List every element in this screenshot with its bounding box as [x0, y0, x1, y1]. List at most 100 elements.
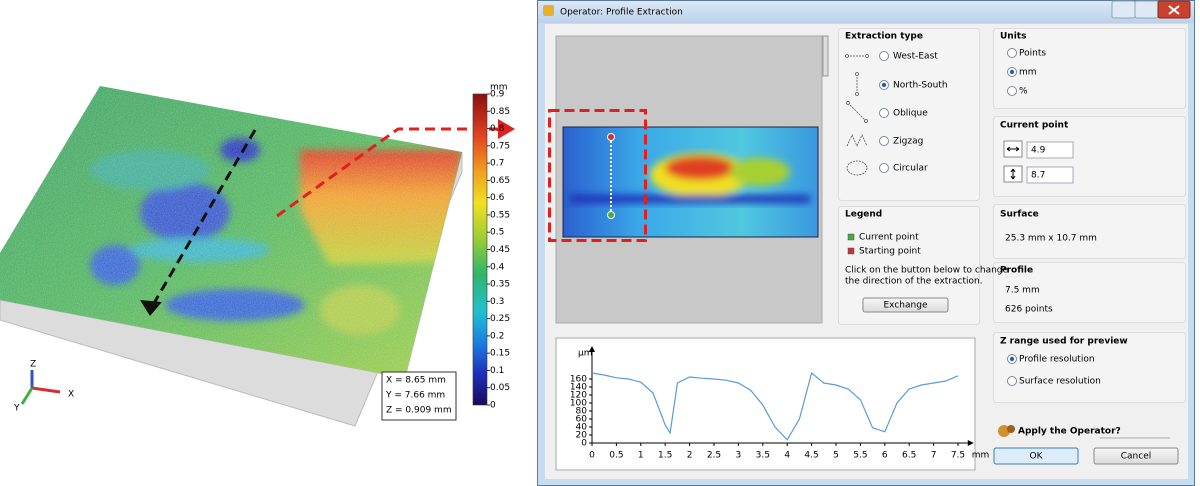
- option-label: Surface resolution: [1019, 377, 1101, 387]
- y-tick-label: 40: [576, 423, 588, 433]
- x-tick-label: 5.5: [853, 451, 867, 461]
- readout-line: Z = 0.909 mm: [386, 406, 452, 416]
- radio-button[interactable]: [1007, 86, 1017, 96]
- x-axis-arrow: [967, 440, 974, 446]
- x-tick-label: 1: [638, 451, 644, 461]
- colorbar-tick-label: 0.9: [490, 90, 505, 100]
- y-tick-label: 140: [570, 383, 587, 393]
- readout-line: Y = 7.66 mm: [385, 391, 445, 401]
- colorbar-tick-label: 0.3: [490, 297, 504, 307]
- hint-text: Click on the button below to change: [845, 266, 1009, 276]
- y-tick-label: 160: [570, 375, 587, 385]
- profile-length: 7.5 mm: [1005, 286, 1040, 296]
- radio-button[interactable]: [879, 51, 889, 61]
- radio-button[interactable]: [879, 163, 889, 173]
- option-label: Oblique: [893, 109, 928, 119]
- y-input[interactable]: [1026, 166, 1074, 184]
- y-tick-label: 120: [570, 391, 587, 401]
- group-title: Profile: [1000, 266, 1033, 276]
- y-axis-arrow: [589, 346, 595, 352]
- x-tick-label: 2.5: [707, 451, 721, 461]
- colorbar: [472, 93, 488, 406]
- button-label: OK: [1030, 452, 1044, 462]
- y-tick-label: 0: [581, 439, 587, 449]
- surface-render: [0, 86, 515, 427]
- legend-swatch: [847, 233, 855, 241]
- radio-button-dot: [881, 82, 887, 88]
- window-title: Operator: Profile Extraction: [560, 8, 683, 18]
- profile-points: 626 points: [1005, 305, 1053, 315]
- colorbar-tick-label: 0.35: [490, 280, 510, 290]
- axis-label-x: X: [68, 390, 74, 400]
- colorbar-tick-label: 0: [490, 401, 496, 411]
- colorbar-tick-label: 0.15: [490, 349, 510, 359]
- colorbar-tick-label: 0.05: [490, 383, 510, 393]
- x-tick-label: 3.5: [756, 451, 770, 461]
- x-tick-label: 7: [931, 451, 937, 461]
- group-title: Extraction type: [845, 32, 923, 42]
- group-title: Current point: [1000, 121, 1069, 131]
- surface-size: 25.3 mm x 10.7 mm: [1005, 234, 1097, 244]
- apply-label: Apply the Operator?: [1018, 427, 1121, 437]
- radio-button-dot: [1009, 356, 1015, 362]
- y-tick-label: 100: [570, 399, 587, 409]
- starting-point: [607, 133, 615, 141]
- legend-label: Starting point: [859, 247, 921, 257]
- option-label: Circular: [893, 164, 928, 174]
- minimize-button[interactable]: [1111, 0, 1136, 19]
- option-label: %: [1019, 87, 1028, 97]
- colorbar-tick-label: 0.75: [490, 141, 510, 151]
- x-input[interactable]: [1026, 141, 1074, 159]
- x-tick-label: 4: [784, 451, 790, 461]
- button-label: Exchange: [884, 301, 928, 311]
- profile-line: [591, 371, 959, 441]
- y-tick-label: 20: [576, 431, 588, 441]
- legend-label: Current point: [859, 233, 919, 243]
- legend-swatch: [847, 247, 855, 255]
- colorbar-tick-label: 0.65: [490, 176, 510, 186]
- colorbar-tick-label: 0.5: [490, 228, 504, 238]
- ok-button[interactable]: [993, 447, 1079, 465]
- radio-button[interactable]: [1007, 48, 1017, 58]
- x-axis-label: mm: [972, 451, 990, 461]
- group-title: Z range used for preview: [1000, 337, 1128, 347]
- x-tick-label: 3: [736, 451, 742, 461]
- option-label: Zigzag: [893, 137, 923, 147]
- option-label: Points: [1019, 49, 1046, 59]
- hint-text: the direction of the extraction.: [845, 277, 983, 287]
- radio-button[interactable]: [1007, 376, 1017, 386]
- group-title: Surface: [1000, 210, 1039, 220]
- option-label: West-East: [893, 52, 938, 62]
- colorbar-tick-label: 0.55: [490, 210, 510, 220]
- colorbar-tick-label: 0.1: [490, 366, 504, 376]
- x-tick-label: 5: [833, 451, 839, 461]
- dialog-window: [537, 0, 1195, 486]
- maximize-button[interactable]: [1134, 0, 1159, 19]
- y-axis-label: µm: [578, 349, 593, 359]
- readout-line: X = 8.65 mm: [386, 376, 446, 386]
- button-label: Cancel: [1121, 452, 1152, 462]
- axis-label-y: Y: [13, 404, 20, 414]
- input-value: 8.7: [1031, 171, 1045, 181]
- group-title: Units: [1000, 32, 1026, 42]
- radio-button-dot: [1009, 69, 1015, 75]
- option-label: Profile resolution: [1019, 355, 1095, 365]
- colorbar-tick-label: 0.7: [490, 159, 504, 169]
- colorbar-tick-label: 0.85: [490, 107, 510, 117]
- current-point: [607, 211, 615, 219]
- colorbar-tick-label: 0.2: [490, 331, 504, 341]
- radio-button[interactable]: [879, 136, 889, 146]
- x-tick-label: 0: [589, 451, 595, 461]
- colorbar-tick-label: 0.4: [490, 262, 505, 272]
- group-title: Legend: [845, 210, 882, 220]
- axis-label-z: Z: [30, 360, 36, 370]
- x-tick-label: 6: [882, 451, 888, 461]
- colorbar-tick-label: 0.45: [490, 245, 510, 255]
- y-tick-label: 60: [576, 415, 588, 425]
- x-tick-label: 6.5: [902, 451, 916, 461]
- x-tick-label: 1.5: [658, 451, 672, 461]
- cancel-button[interactable]: [1093, 447, 1179, 465]
- exchange-button[interactable]: [862, 297, 949, 313]
- x-tick-label: 0.5: [609, 451, 623, 461]
- radio-button[interactable]: [879, 108, 889, 118]
